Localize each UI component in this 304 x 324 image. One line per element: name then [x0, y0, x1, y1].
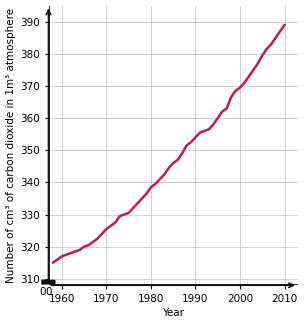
- Text: 0: 0: [45, 287, 52, 297]
- Text: 0: 0: [40, 287, 46, 297]
- Y-axis label: Number of cm³ of carbon dioxide in 1m³ atmosphere: Number of cm³ of carbon dioxide in 1m³ a…: [5, 8, 16, 283]
- X-axis label: Year: Year: [162, 308, 184, 318]
